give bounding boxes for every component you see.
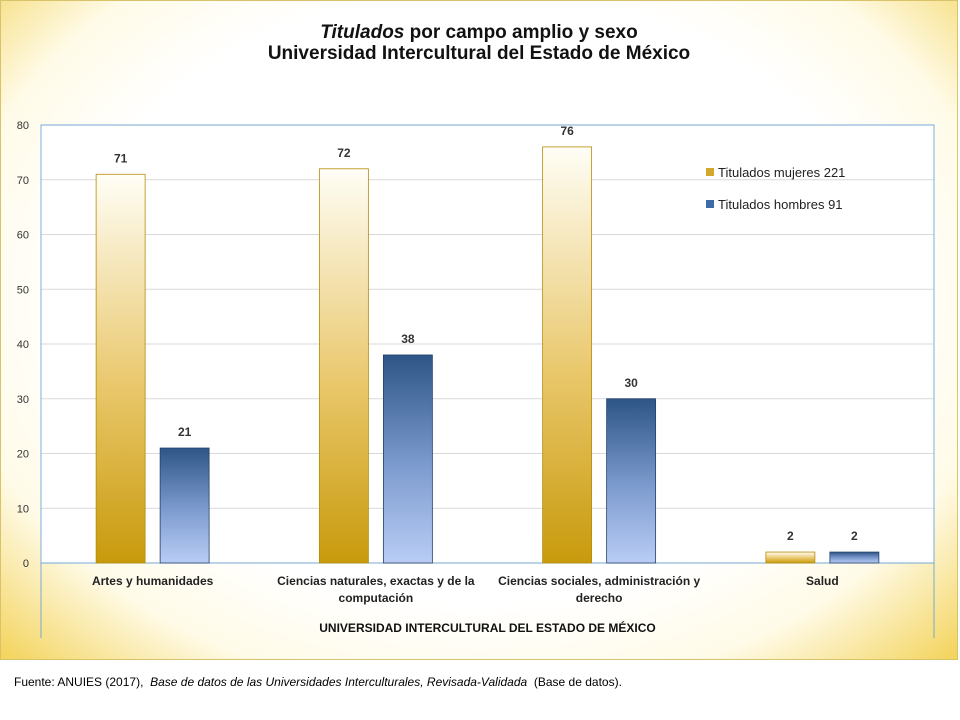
bar-mujeres xyxy=(765,551,816,564)
data-label: 72 xyxy=(337,146,351,160)
y-tick-label: 80 xyxy=(17,120,29,132)
y-tick-label: 20 xyxy=(17,449,29,461)
bar-chart: 0 10 20 30 40 50 60 70 80 71 21 Artes y humanidades… xyxy=(17,120,935,638)
x-tick-label: Ciencias naturales, exactas y de la xyxy=(277,574,475,588)
legend-label-mujeres: Titulados mujeres 221 xyxy=(718,164,846,180)
bar-hombres xyxy=(159,447,210,564)
y-tick-label: 70 xyxy=(17,175,29,187)
y-tick-label: 10 xyxy=(17,503,29,515)
y-tick-label: 30 xyxy=(17,394,29,406)
data-label: 2 xyxy=(787,529,794,543)
title-line2: Universidad Intercultural del Estado de … xyxy=(267,43,691,64)
source-note: Fuente: ANUIES (2017), Base de datos de … xyxy=(14,675,622,689)
legend-swatch-hombres xyxy=(706,200,714,208)
y-tick-label: 50 xyxy=(17,284,29,296)
data-label: 30 xyxy=(624,376,638,390)
bar-mujeres xyxy=(95,173,146,564)
x-tick-label: Salud xyxy=(806,574,839,588)
source-suffix: (Base de datos). xyxy=(533,675,622,689)
plot-border xyxy=(40,124,935,564)
plot-area: 0 10 20 30 40 50 60 70 80 71 21 Artes y humanidades… xyxy=(17,120,935,638)
legend-item-hombres: Titulados hombres 91 xyxy=(706,188,845,220)
x-tick-label: Ciencias sociales, administración y xyxy=(498,574,700,588)
legend-swatch-mujeres xyxy=(706,168,714,176)
y-tick-label: 0 xyxy=(23,558,29,570)
y-tick-label: 40 xyxy=(17,339,29,351)
title-italic: Titulados xyxy=(320,22,405,43)
data-label: 2 xyxy=(851,529,858,543)
bar-mujeres xyxy=(318,168,369,564)
x-tick-label: Artes y humanidades xyxy=(92,574,214,588)
x-axis-title: UNIVERSIDAD INTERCULTURAL DEL ESTADO DE … xyxy=(319,620,655,635)
bar-hombres xyxy=(606,398,657,564)
data-label: 38 xyxy=(401,332,415,346)
data-label: 76 xyxy=(560,124,574,138)
legend: Titulados mujeres 221 Titulados hombres … xyxy=(706,156,845,220)
bar-hombres xyxy=(382,354,433,564)
y-tick-label: 60 xyxy=(17,230,29,242)
data-label: 71 xyxy=(114,151,128,165)
chart-title: Titulados por campo amplio y sexo Univer… xyxy=(0,22,958,64)
data-label: 21 xyxy=(178,425,192,439)
bar-mujeres xyxy=(542,146,593,564)
title-rest: por campo amplio y sexo xyxy=(404,22,638,43)
legend-label-hombres: Titulados hombres 91 xyxy=(718,196,843,212)
source-title: Base de datos de las Universidades Inter… xyxy=(150,675,528,689)
x-tick-label: computación xyxy=(339,591,414,605)
bar-hombres xyxy=(829,551,880,564)
legend-item-mujeres: Titulados mujeres 221 xyxy=(706,156,845,188)
source-prefix: Fuente: ANUIES (2017), xyxy=(14,675,144,689)
x-tick-label: derecho xyxy=(576,591,623,605)
